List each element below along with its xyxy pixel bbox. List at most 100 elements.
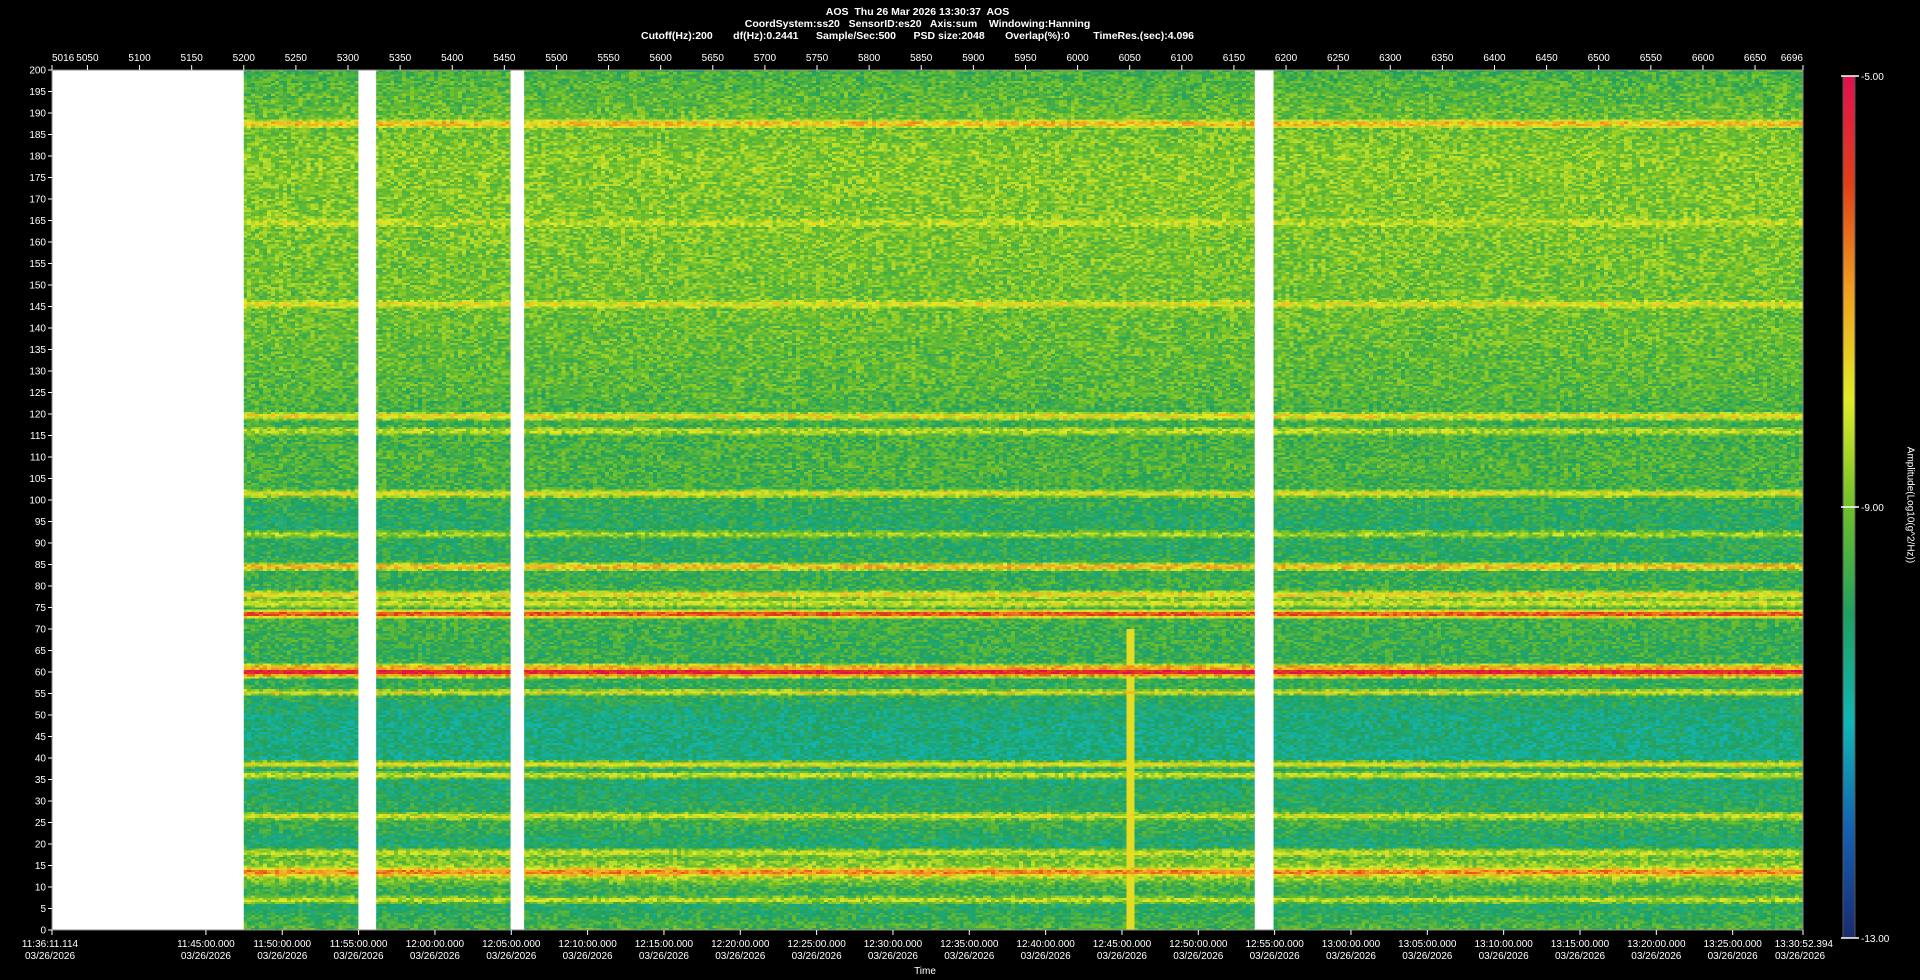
top-tick-label: 6650	[1744, 53, 1767, 64]
y-tick-label: 45	[35, 732, 47, 743]
top-axis: 5016 5050 5100 5150 5200 5250 5300 5350 5400 5450…	[51, 53, 1804, 70]
x-tick-date: 03/26/2026	[868, 951, 918, 962]
top-tick-label: 6300	[1379, 53, 1402, 64]
y-tick-label: 50	[35, 711, 47, 722]
top-tick-label: 5950	[1014, 53, 1037, 64]
top-tick-label: 6350	[1431, 53, 1454, 64]
y-tick-label: 180	[29, 152, 46, 163]
y-tick-label: 175	[29, 173, 46, 184]
x-tick-date: 03/26/2026	[639, 951, 689, 962]
y-tick-label: 65	[35, 646, 47, 657]
x-tick-time: 12:10:00.000	[558, 939, 617, 950]
y-tick-label: 105	[29, 474, 46, 485]
y-tick-label: 165	[29, 216, 46, 227]
x-tick-date: 03/26/2026	[715, 951, 765, 962]
y-axis: 0 5 10 15 20 25 30 35 40 45 50 55 60 65 70 75 80 85 90 95 10…	[29, 66, 52, 937]
top-tick-label: 5900	[962, 53, 985, 64]
y-tick-label: 195	[29, 87, 46, 98]
header-line-1: AOS Thu 26 Mar 2026 13:30:37 AOS	[825, 6, 1010, 18]
y-tick-label: 60	[35, 668, 47, 679]
colorbar-label: Amplitude(Log10(g^2/Hz))	[1904, 446, 1916, 564]
x-tick-time: 12:25:00.000	[787, 939, 846, 950]
colorbar-ticks: -5.00 -9.00 -13.00	[1841, 72, 1890, 945]
x-tick-date: 03/26/2026	[181, 951, 231, 962]
x-tick-date: 03/26/2026	[257, 951, 307, 962]
x-tick-date: 03/26/2026	[334, 951, 384, 962]
x-tick-time: 11:50:00.000	[253, 939, 311, 950]
top-tick-label: 5350	[389, 53, 412, 64]
x-tick-time: 11:36:11.114	[22, 939, 79, 950]
x-tick-time: 13:20:00.000	[1627, 939, 1686, 950]
y-tick-label: 155	[29, 259, 46, 270]
top-tick-label: 5400	[441, 53, 464, 64]
x-tick-date: 03/26/2026	[1708, 951, 1758, 962]
y-tick-label: 185	[29, 130, 46, 141]
x-tick-time: 12:45:00.000	[1093, 939, 1152, 950]
x-tick-time: 12:20:00.000	[711, 939, 770, 950]
x-tick-date: 03/26/2026	[25, 951, 75, 962]
y-tick-label: 15	[35, 861, 47, 872]
top-tick-label: 6050	[1119, 53, 1142, 64]
top-tick-label: 5800	[858, 53, 881, 64]
x-tick-date: 03/26/2026	[1326, 951, 1376, 962]
x-tick-time: 13:15:00.000	[1551, 939, 1610, 950]
top-tick-label: 5150	[181, 53, 204, 64]
y-tick-label: 75	[35, 603, 47, 614]
y-tick-label: 55	[35, 689, 47, 700]
top-tick-label: 5050	[76, 53, 99, 64]
y-tick-label: 30	[35, 797, 47, 808]
y-tick-label: 150	[29, 281, 46, 292]
y-tick-label: 160	[29, 238, 46, 249]
y-tick-label: 80	[35, 582, 47, 593]
top-tick-label: 6550	[1640, 53, 1663, 64]
y-tick-label: 130	[29, 367, 46, 378]
top-tick-label: 6200	[1275, 53, 1298, 64]
data-gap	[1254, 70, 1274, 930]
data-gaps	[52, 70, 1274, 930]
x-tick-date: 03/26/2026	[792, 951, 842, 962]
x-tick-time: 11:45:00.000	[177, 939, 235, 950]
header-line-3: Cutoff(Hz):200 df(Hz):0.2441 Sample/Sec:…	[641, 30, 1194, 42]
x-tick-date: 03/26/2026	[1097, 951, 1147, 962]
x-tick-time: 12:05:00.000	[482, 939, 541, 950]
y-tick-label: 120	[29, 410, 46, 421]
y-tick-label: 0	[40, 926, 46, 937]
top-tick-label: 6696	[1781, 53, 1804, 64]
top-tick-label: 6100	[1171, 53, 1194, 64]
top-tick-label: 6150	[1223, 53, 1246, 64]
top-tick-label: 6400	[1483, 53, 1506, 64]
top-tick-label: 5750	[806, 53, 829, 64]
data-gap	[52, 70, 244, 930]
y-tick-label: 70	[35, 625, 47, 636]
x-tick-time: 13:10:00.000	[1474, 939, 1533, 950]
colorbar-tick-label: -9.00	[1861, 503, 1884, 514]
x-tick-date: 03/26/2026	[1555, 951, 1605, 962]
top-tick-label: 5650	[702, 53, 725, 64]
x-tick-date: 03/26/2026	[1479, 951, 1529, 962]
x-tick-time: 12:15:00.000	[635, 939, 694, 950]
top-tick-label: 5500	[545, 53, 568, 64]
x-tick-time: 11:55:00.000	[330, 939, 388, 950]
x-tick-time: 12:55:00.000	[1245, 939, 1304, 950]
colorbar-tick-label: -13.00	[1861, 934, 1890, 945]
x-tick-date: 03/26/2026	[563, 951, 613, 962]
y-tick-label: 115	[30, 431, 46, 442]
spectrogram-heatmap	[52, 70, 1803, 930]
x-tick-date: 03/26/2026	[1631, 951, 1681, 962]
top-tick-label: 5016	[52, 53, 75, 64]
y-tick-label: 10	[35, 883, 47, 894]
y-tick-label: 100	[29, 496, 46, 507]
y-tick-label: 140	[29, 324, 46, 335]
top-tick-label: 5550	[597, 53, 620, 64]
y-tick-label: 40	[35, 754, 47, 765]
x-tick-time: 13:05:00.000	[1398, 939, 1457, 950]
top-tick-label: 5700	[754, 53, 777, 64]
x-tick-time: 12:00:00.000	[406, 939, 465, 950]
y-tick-label: 200	[29, 66, 46, 77]
x-tick-date: 03/26/2026	[944, 951, 994, 962]
top-tick-label: 5200	[233, 53, 256, 64]
data-gap	[510, 70, 525, 930]
y-tick-label: 135	[29, 345, 46, 356]
x-axis: 11:36:11.11403/26/202611:45:00.00003/26/…	[22, 930, 1833, 962]
